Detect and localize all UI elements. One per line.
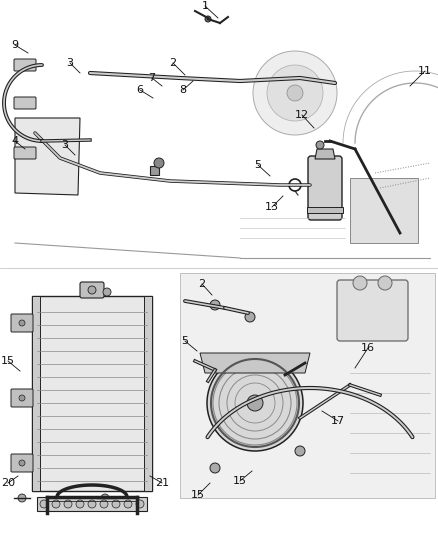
Circle shape [19,460,25,466]
Circle shape [88,286,96,294]
Text: 4: 4 [11,136,18,146]
Circle shape [377,276,391,290]
Circle shape [101,494,109,502]
Circle shape [209,463,219,473]
FancyBboxPatch shape [11,314,33,332]
Circle shape [352,276,366,290]
Circle shape [266,65,322,121]
Circle shape [252,51,336,135]
Circle shape [207,355,302,451]
Bar [37,497,147,511]
Text: 15: 15 [233,476,247,486]
Text: 12: 12 [294,110,308,120]
Text: 15: 15 [1,356,15,366]
Circle shape [154,158,164,168]
Circle shape [136,500,144,508]
Polygon shape [314,149,334,159]
Text: 2: 2 [198,279,205,289]
Text: 9: 9 [11,40,18,50]
Circle shape [205,16,211,22]
Text: 8: 8 [179,85,186,95]
Circle shape [112,500,120,508]
Circle shape [244,312,254,322]
Bar [144,296,152,491]
Circle shape [40,500,48,508]
Text: 3: 3 [66,58,73,68]
Circle shape [88,500,96,508]
Circle shape [124,500,132,508]
Circle shape [52,500,60,508]
FancyBboxPatch shape [11,454,33,472]
Text: 11: 11 [417,66,431,76]
Text: 13: 13 [265,202,279,212]
FancyBboxPatch shape [336,280,407,341]
Polygon shape [15,118,80,195]
Text: 17: 17 [330,416,344,426]
FancyBboxPatch shape [14,147,36,159]
Text: 5: 5 [181,336,188,346]
Circle shape [64,500,72,508]
Circle shape [103,288,111,296]
Text: 16: 16 [360,343,374,353]
Text: 3: 3 [61,140,68,150]
Circle shape [19,320,25,326]
Text: 7: 7 [148,73,155,83]
FancyBboxPatch shape [14,97,36,109]
Text: 6: 6 [136,85,143,95]
Circle shape [294,446,304,456]
Circle shape [18,494,26,502]
Circle shape [209,300,219,310]
Polygon shape [349,178,417,243]
Polygon shape [180,273,434,498]
Bar [150,166,159,175]
Bar [306,207,342,213]
FancyBboxPatch shape [80,282,104,298]
Text: 1: 1 [201,1,208,11]
Bar [32,296,40,491]
Text: 5: 5 [254,160,261,170]
Text: 2: 2 [169,58,176,68]
Circle shape [100,500,108,508]
FancyBboxPatch shape [307,156,341,220]
Bar [32,296,152,491]
Circle shape [247,395,262,411]
FancyBboxPatch shape [14,59,36,71]
Text: 20: 20 [1,478,15,488]
Circle shape [286,85,302,101]
Circle shape [76,500,84,508]
Polygon shape [200,353,309,373]
FancyBboxPatch shape [11,389,33,407]
Text: 15: 15 [191,490,205,500]
Circle shape [315,141,323,149]
Circle shape [19,395,25,401]
Text: 21: 21 [155,478,169,488]
